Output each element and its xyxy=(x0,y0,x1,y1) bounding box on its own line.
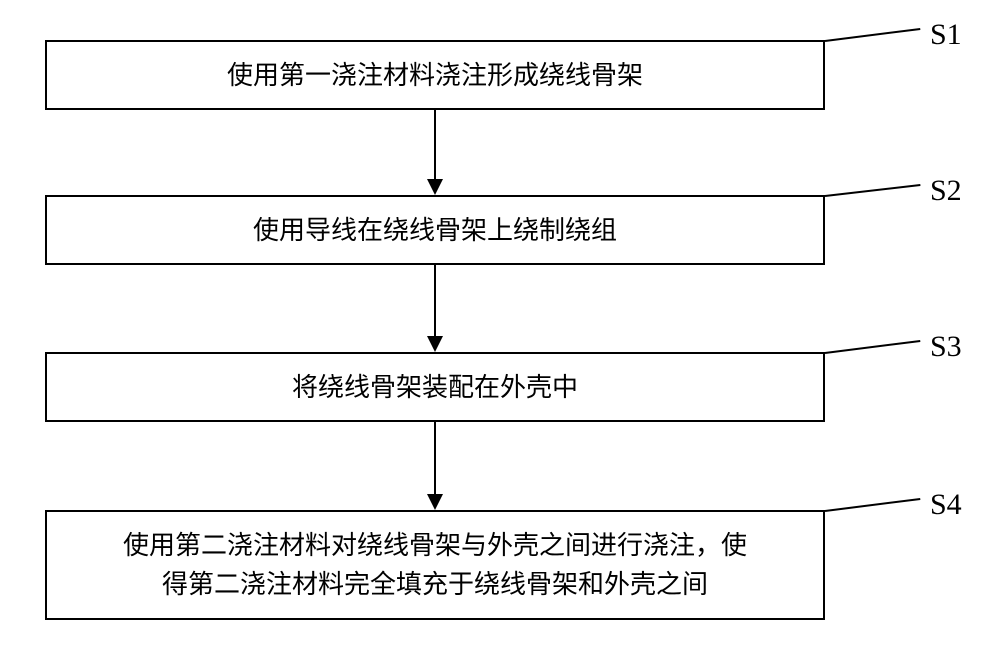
step-box-s3: 将绕线骨架装配在外壳中 xyxy=(45,352,825,422)
callout-line-s1 xyxy=(825,28,920,42)
arrow-head-1 xyxy=(427,179,443,195)
arrow-head-3 xyxy=(427,494,443,510)
step-label-s2: S2 xyxy=(930,174,962,208)
step-box-s2: 使用导线在绕线骨架上绕制绕组 xyxy=(45,195,825,265)
flowchart-canvas: 使用第一浇注材料浇注形成绕线骨架 S1 使用导线在绕线骨架上绕制绕组 S2 将绕线骨架装… xyxy=(0,0,1000,667)
step-text-s2: 使用导线在绕线骨架上绕制绕组 xyxy=(253,211,617,250)
step-text-s1: 使用第一浇注材料浇注形成绕线骨架 xyxy=(227,56,643,95)
arrow-shaft-1 xyxy=(434,110,436,181)
callout-line-s4 xyxy=(825,498,920,512)
arrow-shaft-3 xyxy=(434,422,436,496)
step-label-s1: S1 xyxy=(930,18,962,52)
step-box-s4: 使用第二浇注材料对绕线骨架与外壳之间进行浇注，使 得第二浇注材料完全填充于绕线骨… xyxy=(45,510,825,620)
step-text-s3: 将绕线骨架装配在外壳中 xyxy=(292,368,578,407)
step-text-s4: 使用第二浇注材料对绕线骨架与外壳之间进行浇注，使 得第二浇注材料完全填充于绕线骨… xyxy=(123,526,747,604)
arrow-shaft-2 xyxy=(434,265,436,338)
step-label-s3: S3 xyxy=(930,330,962,364)
step-label-s4: S4 xyxy=(930,488,962,522)
step-box-s1: 使用第一浇注材料浇注形成绕线骨架 xyxy=(45,40,825,110)
callout-line-s2 xyxy=(825,184,920,197)
callout-line-s3 xyxy=(825,340,920,354)
arrow-head-2 xyxy=(427,336,443,352)
